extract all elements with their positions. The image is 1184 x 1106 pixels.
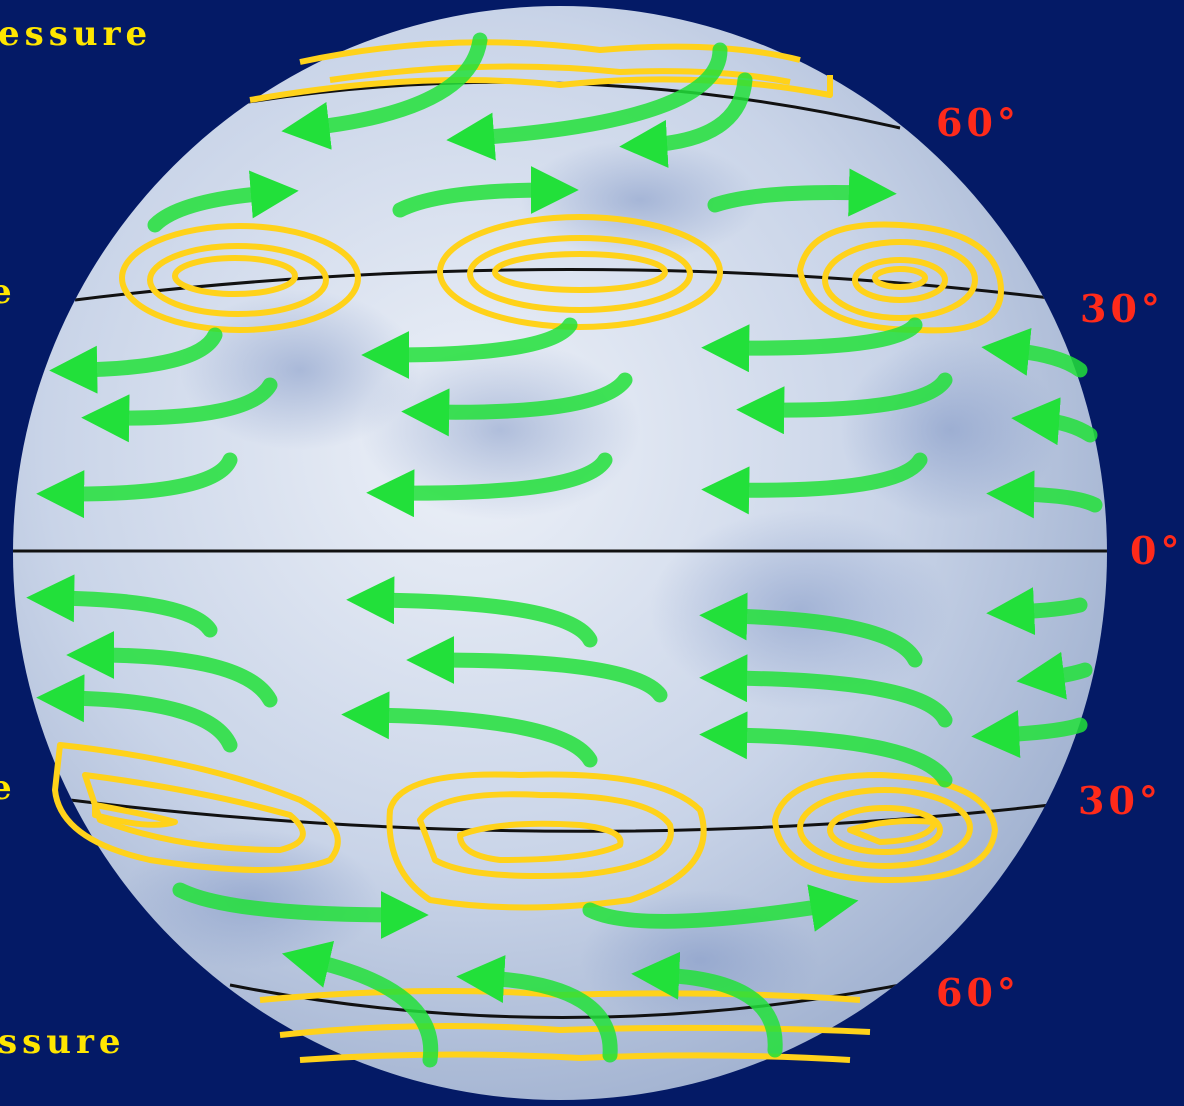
wind-arrow-westerly-north-1 (147, 170, 299, 233)
edge-label-fragment-upper: e (0, 272, 17, 312)
edge-label-fragment-lower: e (0, 768, 17, 808)
contour-north-polar-3 (329, 63, 791, 85)
wind-arrow-westerly-south-2 (582, 884, 859, 932)
latitude-line-south-60 (229, 983, 901, 1019)
wind-arrow-trade-north-9 (701, 452, 928, 515)
wind-arrow-trade-north-6 (366, 452, 613, 518)
wind-arrow-westerly-south-1 (172, 882, 429, 939)
latitude-label-south-30: 30° (1078, 778, 1162, 823)
wind-arrow-trade-south-4 (346, 576, 598, 648)
high-pressure-cell-south-3 (772, 772, 998, 883)
wind-arrow-trade-south-3 (36, 674, 238, 753)
wind-arrow-trade-north-1 (49, 327, 223, 394)
high-pressure-cell-north-2 (437, 214, 723, 330)
wind-arrow-trade-south-6 (341, 691, 598, 768)
wind-arrow-trade-north-10 (981, 328, 1088, 378)
wind-arrows (26, 32, 1103, 1068)
pressure-label-bottom: ssure (0, 1022, 126, 1062)
wind-arrow-polar-north-1 (281, 32, 488, 150)
wind-arrow-polar-south-1 (281, 940, 439, 1068)
wind-arrow-trade-south-2 (66, 631, 278, 708)
wind-arrow-westerly-north-2 (392, 166, 579, 218)
wind-arrow-trade-south-10 (986, 587, 1088, 636)
wind-arrow-trade-south-5 (406, 636, 668, 703)
wind-arrow-trade-north-5 (401, 372, 633, 437)
wind-arrow-trade-south-7 (699, 592, 923, 668)
high-pressure-cell-south-2 (386, 771, 707, 911)
wind-arrow-trade-north-7 (701, 317, 923, 373)
wind-arrow-trade-south-11 (1016, 651, 1093, 700)
wind-arrow-polar-south-3 (631, 951, 783, 1058)
wind-arrow-trade-south-12 (971, 710, 1088, 759)
wind-arrow-trade-north-11 (1011, 397, 1098, 446)
latitude-label-north-60: 60° (936, 100, 1020, 145)
high-pressure-cell-south-1 (52, 742, 341, 873)
wind-arrow-trade-north-8 (736, 372, 953, 435)
high-pressure-cell-north-3 (797, 221, 1004, 334)
wind-arrow-polar-north-2 (446, 42, 728, 161)
latitude-label-south-60: 60° (936, 970, 1020, 1015)
latitude-label-north-30: 30° (1080, 286, 1164, 331)
latitude-line-north-30 (74, 268, 1051, 302)
pressure-label-top: essure (0, 14, 153, 54)
contour-north-polar-1 (299, 39, 801, 65)
high-pressure-cell-north-1 (119, 223, 361, 333)
contour-south-polar-3 (299, 1051, 851, 1063)
wind-arrow-trade-north-12 (986, 470, 1103, 519)
latitude-label-equator: 0° (1130, 528, 1184, 573)
wind-arrow-trade-north-2 (81, 377, 278, 443)
wind-arrow-polar-north-3 (619, 72, 753, 168)
contour-north-polar-2 (249, 75, 833, 103)
wind-arrow-polar-south-2 (456, 955, 618, 1063)
wind-arrow-trade-south-8 (699, 654, 953, 728)
wind-arrow-trade-south-9 (699, 711, 953, 788)
wind-arrow-trade-south-1 (26, 574, 218, 638)
wind-arrow-trade-north-3 (36, 452, 238, 519)
wind-arrow-westerly-north-3 (707, 168, 897, 217)
wind-arrow-trade-north-4 (361, 317, 578, 379)
